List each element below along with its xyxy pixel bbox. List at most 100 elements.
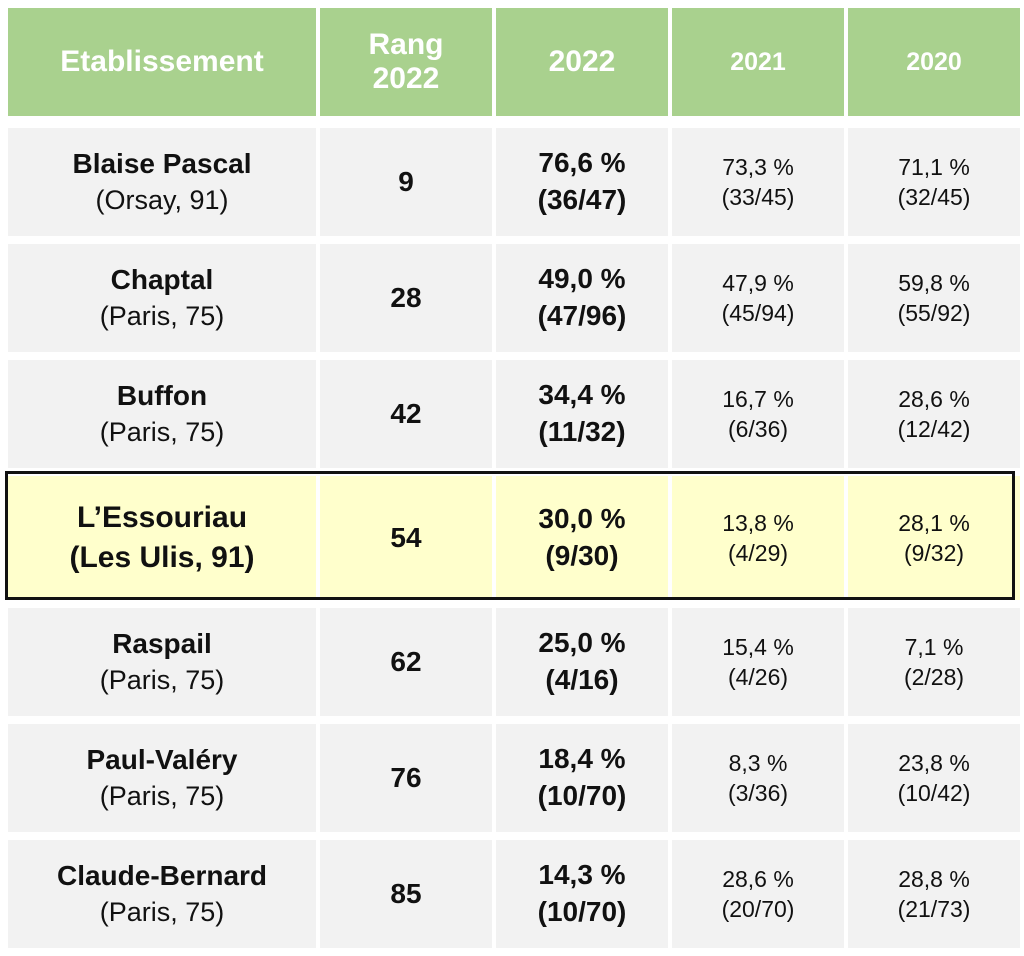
frac-2022: (11/32): [538, 416, 626, 447]
frac-2022: (4/16): [545, 664, 619, 695]
frac-2021: (4/29): [727, 540, 789, 566]
pct-2021: 28,6 %: [722, 865, 794, 892]
rank-value: 54: [390, 521, 422, 553]
cell-2022: 49,0 % (47/96): [496, 244, 668, 352]
establishment-location: (Paris, 75): [99, 896, 225, 927]
header-2021: 2021: [672, 8, 844, 116]
rank-cell: 62: [320, 608, 492, 716]
establishment-cell: Raspail (Paris, 75): [8, 608, 316, 716]
pct-2021: 47,9 %: [722, 269, 794, 296]
rank-cell: 85: [320, 840, 492, 948]
frac-2020: (9/32): [903, 540, 965, 566]
header-2022-label: 2022: [548, 45, 616, 79]
cell-2020: 59,8 % (55/92): [848, 244, 1020, 352]
establishment-location: (Paris, 75): [99, 664, 225, 695]
frac-2020: (55/92): [897, 300, 971, 326]
pct-2022: 34,4 %: [538, 379, 626, 411]
frac-2020: (2/28): [903, 664, 965, 690]
establishment-location: (Paris, 75): [99, 416, 225, 447]
pct-2022: 49,0 %: [538, 263, 626, 295]
rank-cell: 42: [320, 360, 492, 468]
establishment-cell: Buffon (Paris, 75): [8, 360, 316, 468]
rank-value: 28: [390, 281, 422, 313]
cell-2022: 30,0 % (9/30): [496, 476, 668, 600]
rank-cell: 9: [320, 128, 492, 236]
cell-2020: 28,6 % (12/42): [848, 360, 1020, 468]
pct-2022: 30,0 %: [538, 503, 626, 535]
pct-2020: 28,8 %: [898, 865, 970, 892]
establishment-name: Claude-Bernard: [56, 859, 268, 891]
header-2020-label: 2020: [906, 48, 962, 76]
establishment-cell: Claude-Bernard (Paris, 75): [8, 840, 316, 948]
cell-2021: 8,3 % (3/36): [672, 724, 844, 832]
establishment-name: Buffon: [116, 379, 208, 411]
cell-2021: 73,3 % (33/45): [672, 128, 844, 236]
cell-2020: 71,1 % (32/45): [848, 128, 1020, 236]
pct-2022: 76,6 %: [538, 147, 626, 179]
header-2021-label: 2021: [730, 48, 786, 76]
cell-2021: 28,6 % (20/70): [672, 840, 844, 948]
pct-2020: 71,1 %: [898, 153, 970, 180]
establishment-location: (Les Ulis, 91): [69, 541, 255, 574]
cell-2020: 28,1 % (9/32): [848, 476, 1020, 600]
establishment-location: (Orsay, 91): [95, 184, 229, 215]
pct-2021: 15,4 %: [722, 633, 794, 660]
cell-2022: 34,4 % (11/32): [496, 360, 668, 468]
cell-2021: 15,4 % (4/26): [672, 608, 844, 716]
establishment-cell: Paul-Valéry (Paris, 75): [8, 724, 316, 832]
frac-2021: (20/70): [721, 896, 795, 922]
pct-2021: 8,3 %: [728, 749, 788, 776]
frac-2022: (10/70): [537, 780, 627, 811]
pct-2022: 25,0 %: [538, 627, 626, 659]
cell-2021: 13,8 % (4/29): [672, 476, 844, 600]
cell-2022: 14,3 % (10/70): [496, 840, 668, 948]
frac-2021: (3/36): [727, 780, 789, 806]
rank-cell: 76: [320, 724, 492, 832]
establishment-name: Paul-Valéry: [86, 743, 238, 775]
header-rank-line1: Rang: [368, 28, 444, 62]
frac-2020: (21/73): [897, 896, 971, 922]
rank-cell: 28: [320, 244, 492, 352]
cell-2020: 7,1 % (2/28): [848, 608, 1020, 716]
frac-2022: (47/96): [537, 300, 627, 331]
cell-2021: 16,7 % (6/36): [672, 360, 844, 468]
pct-2022: 14,3 %: [538, 859, 626, 891]
header-establishment-label: Etablissement: [60, 45, 264, 79]
header-2022: 2022: [496, 8, 668, 116]
rank-value: 76: [390, 761, 422, 793]
establishment-name: Raspail: [112, 627, 212, 659]
establishment-cell: L’Essouriau (Les Ulis, 91): [8, 476, 316, 600]
pct-2021: 16,7 %: [722, 385, 794, 412]
pct-2022: 18,4 %: [538, 743, 626, 775]
rank-value: 9: [398, 165, 414, 197]
pct-2020: 59,8 %: [898, 269, 970, 296]
pct-2020: 28,6 %: [898, 385, 970, 412]
establishment-cell: Blaise Pascal (Orsay, 91): [8, 128, 316, 236]
header-establishment: Etablissement: [8, 8, 316, 116]
frac-2020: (10/42): [897, 780, 971, 806]
pct-2021: 13,8 %: [722, 509, 794, 536]
frac-2021: (33/45): [721, 184, 795, 210]
frac-2021: (6/36): [727, 416, 789, 442]
frac-2020: (12/42): [897, 416, 971, 442]
cell-2020: 23,8 % (10/42): [848, 724, 1020, 832]
cell-2021: 47,9 % (45/94): [672, 244, 844, 352]
cell-2022: 25,0 % (4/16): [496, 608, 668, 716]
rank-value: 85: [390, 877, 422, 909]
establishment-name: L’Essouriau: [76, 501, 248, 535]
pct-2020: 28,1 %: [898, 509, 970, 536]
establishment-name: Blaise Pascal: [72, 147, 252, 179]
establishment-cell: Chaptal (Paris, 75): [8, 244, 316, 352]
frac-2022: (9/30): [545, 540, 619, 571]
establishment-name: Chaptal: [110, 263, 214, 295]
cell-2022: 18,4 % (10/70): [496, 724, 668, 832]
header-rank-line2: 2022: [372, 62, 440, 95]
establishment-location: (Paris, 75): [99, 300, 225, 331]
pct-2020: 7,1 %: [904, 633, 964, 660]
cell-2022: 76,6 % (36/47): [496, 128, 668, 236]
rank-value: 42: [390, 397, 422, 429]
frac-2022: (10/70): [537, 896, 627, 927]
establishment-location: (Paris, 75): [99, 780, 225, 811]
frac-2022: (36/47): [537, 184, 627, 215]
rank-value: 62: [390, 645, 422, 677]
